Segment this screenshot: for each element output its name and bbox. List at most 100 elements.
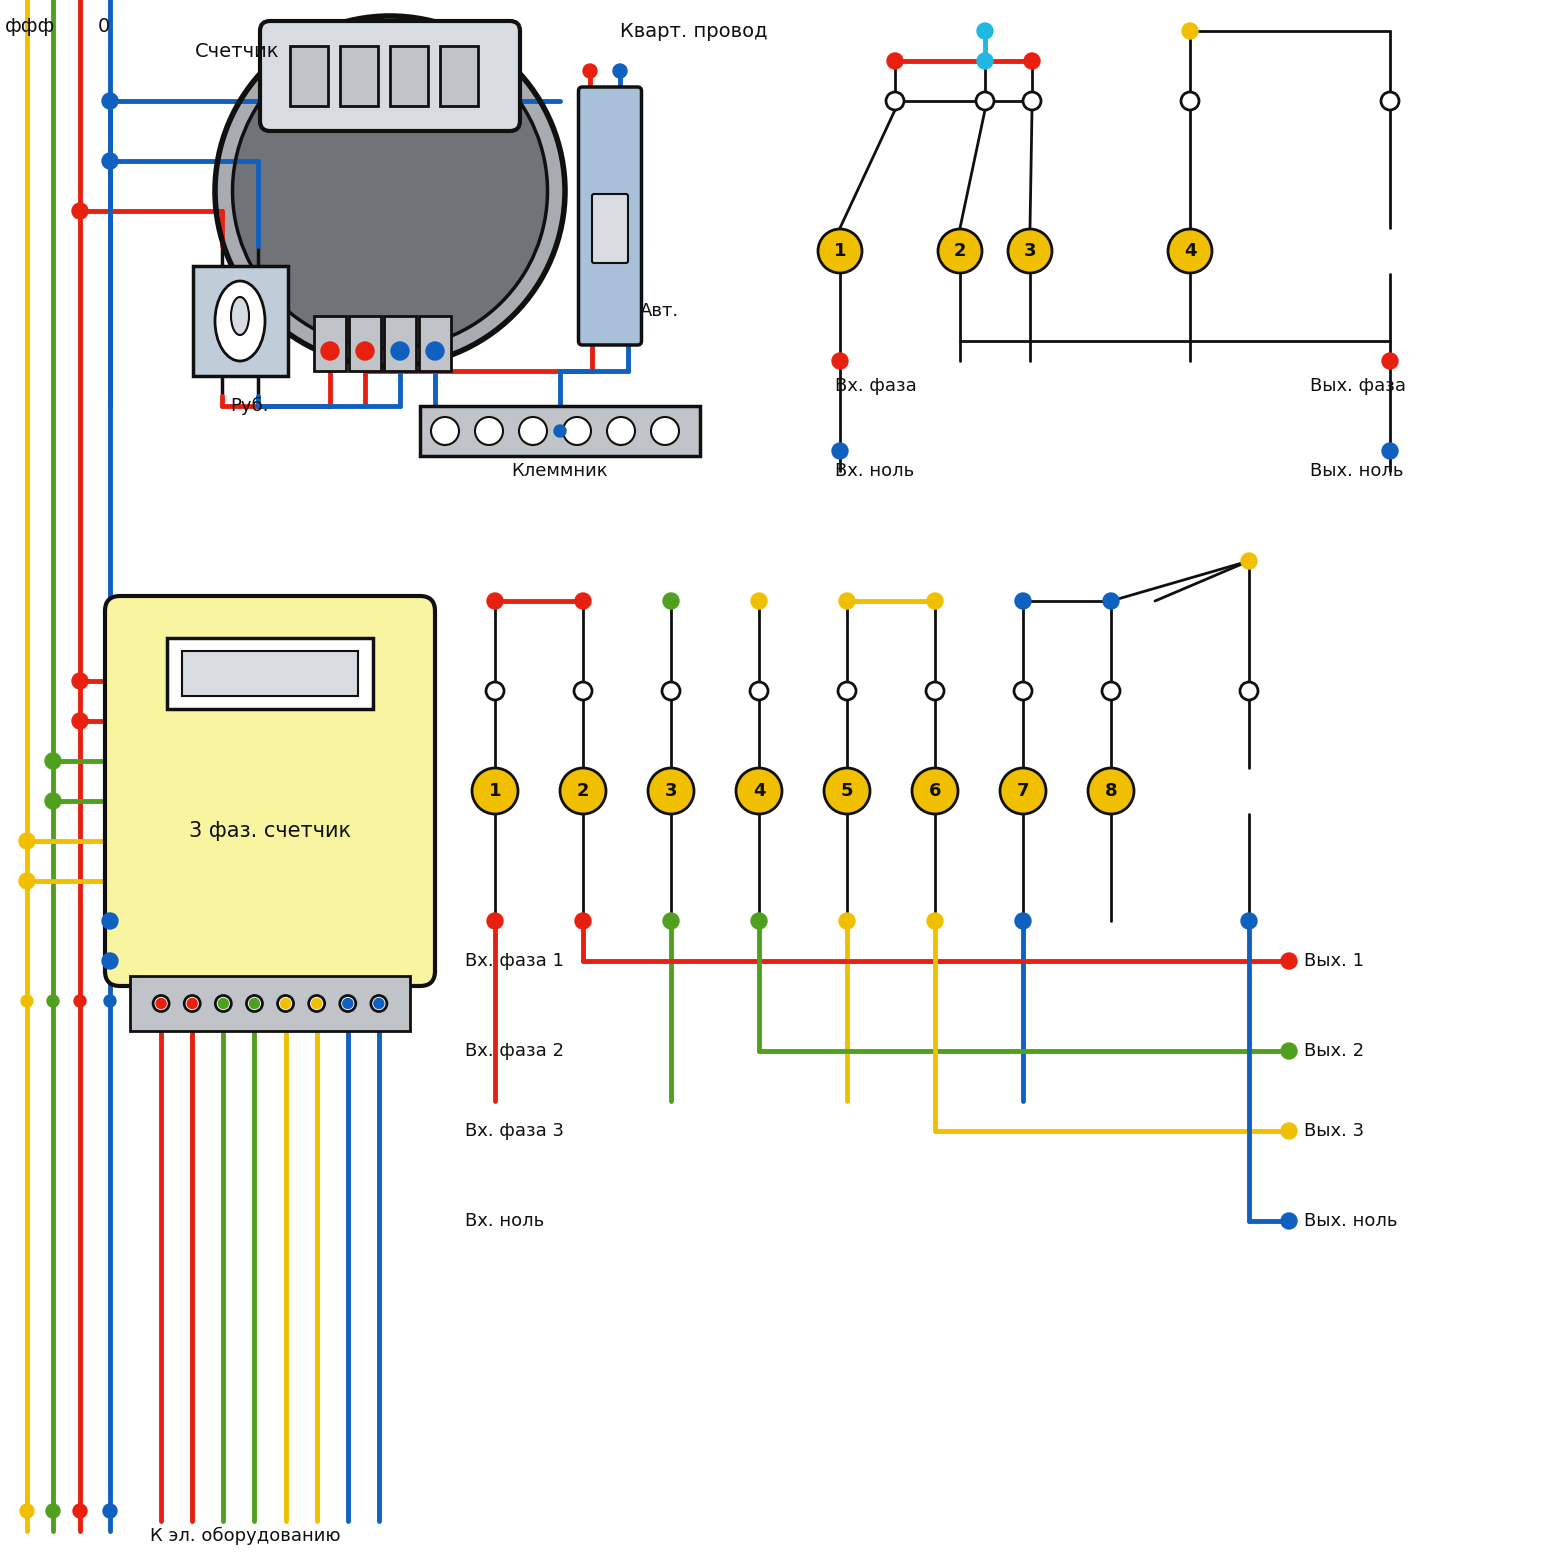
Circle shape <box>1008 229 1051 273</box>
Text: 0: 0 <box>98 17 111 36</box>
Circle shape <box>663 913 679 929</box>
Circle shape <box>473 768 518 813</box>
FancyBboxPatch shape <box>579 87 641 345</box>
Circle shape <box>1016 913 1031 929</box>
Circle shape <box>1182 23 1198 39</box>
Circle shape <box>431 417 459 445</box>
Circle shape <box>563 417 591 445</box>
Circle shape <box>938 229 981 273</box>
Text: 3: 3 <box>665 782 677 799</box>
Circle shape <box>187 999 197 1008</box>
Circle shape <box>838 682 856 699</box>
Circle shape <box>19 834 34 849</box>
Circle shape <box>73 994 86 1007</box>
Text: Счетчик: Счетчик <box>195 42 279 61</box>
Text: 4: 4 <box>1184 242 1197 261</box>
Text: 1: 1 <box>833 242 846 261</box>
Circle shape <box>839 593 855 609</box>
Circle shape <box>576 593 591 609</box>
Circle shape <box>103 1503 117 1517</box>
Circle shape <box>613 64 627 78</box>
Text: 2: 2 <box>577 782 590 799</box>
Circle shape <box>607 417 635 445</box>
Text: 2: 2 <box>953 242 966 261</box>
Circle shape <box>927 913 942 929</box>
Circle shape <box>278 996 293 1012</box>
FancyBboxPatch shape <box>340 45 378 106</box>
Circle shape <box>218 999 228 1008</box>
Ellipse shape <box>215 281 265 361</box>
Circle shape <box>977 92 994 109</box>
Circle shape <box>474 417 502 445</box>
Text: 8: 8 <box>1104 782 1117 799</box>
Circle shape <box>647 768 694 813</box>
Circle shape <box>927 593 942 609</box>
Circle shape <box>101 94 119 109</box>
Circle shape <box>101 954 119 969</box>
Circle shape <box>343 999 353 1008</box>
Text: 7: 7 <box>1017 782 1030 799</box>
Circle shape <box>1281 1213 1296 1229</box>
Circle shape <box>72 713 87 729</box>
Circle shape <box>1281 1043 1296 1058</box>
Circle shape <box>487 682 504 699</box>
Text: Вх. фаза 2: Вх. фаза 2 <box>465 1043 565 1060</box>
Text: Вх. ноль: Вх. ноль <box>835 462 914 479</box>
Text: Вых. 1: Вых. 1 <box>1304 952 1363 969</box>
Circle shape <box>913 768 958 813</box>
Circle shape <box>309 996 324 1012</box>
Text: Вх. фаза 3: Вх. фаза 3 <box>465 1122 565 1140</box>
Text: Вх. фаза: Вх. фаза <box>835 378 917 395</box>
FancyBboxPatch shape <box>591 194 629 262</box>
Text: К эл. оборудованию: К эл. оборудованию <box>150 1527 340 1545</box>
Text: 1: 1 <box>488 782 501 799</box>
Circle shape <box>1023 53 1041 69</box>
Circle shape <box>576 913 591 929</box>
Circle shape <box>1242 553 1257 570</box>
Circle shape <box>1181 92 1200 109</box>
Circle shape <box>1168 229 1212 273</box>
Circle shape <box>45 1503 59 1517</box>
Circle shape <box>886 92 903 109</box>
Circle shape <box>1281 1122 1296 1140</box>
Text: Кварт. провод: Кварт. провод <box>619 22 768 41</box>
Circle shape <box>1382 353 1398 368</box>
FancyBboxPatch shape <box>261 20 519 131</box>
Circle shape <box>554 425 566 437</box>
FancyBboxPatch shape <box>192 265 287 376</box>
Text: 6: 6 <box>928 782 941 799</box>
Circle shape <box>663 593 679 609</box>
Circle shape <box>1023 92 1041 109</box>
Circle shape <box>487 913 502 929</box>
Circle shape <box>560 768 605 813</box>
Circle shape <box>215 16 565 365</box>
Circle shape <box>750 682 768 699</box>
Circle shape <box>19 873 34 890</box>
Circle shape <box>321 342 339 361</box>
Circle shape <box>736 768 782 813</box>
FancyBboxPatch shape <box>167 638 373 709</box>
Circle shape <box>661 682 680 699</box>
Circle shape <box>312 999 321 1008</box>
Circle shape <box>1242 913 1257 929</box>
Circle shape <box>750 593 768 609</box>
Circle shape <box>45 752 61 770</box>
Circle shape <box>1016 593 1031 609</box>
Circle shape <box>750 913 768 929</box>
Circle shape <box>824 768 870 813</box>
FancyBboxPatch shape <box>384 315 417 372</box>
Circle shape <box>927 682 944 699</box>
Circle shape <box>232 33 548 348</box>
Circle shape <box>281 999 290 1008</box>
Circle shape <box>583 64 597 78</box>
FancyBboxPatch shape <box>390 45 427 106</box>
Text: Вых. 3: Вых. 3 <box>1304 1122 1363 1140</box>
Circle shape <box>215 996 231 1012</box>
Circle shape <box>20 1503 34 1517</box>
FancyBboxPatch shape <box>420 406 700 456</box>
Text: Вых. 2: Вых. 2 <box>1304 1043 1363 1060</box>
Circle shape <box>1103 593 1119 609</box>
Circle shape <box>831 443 849 459</box>
Circle shape <box>1240 682 1257 699</box>
Circle shape <box>105 994 115 1007</box>
